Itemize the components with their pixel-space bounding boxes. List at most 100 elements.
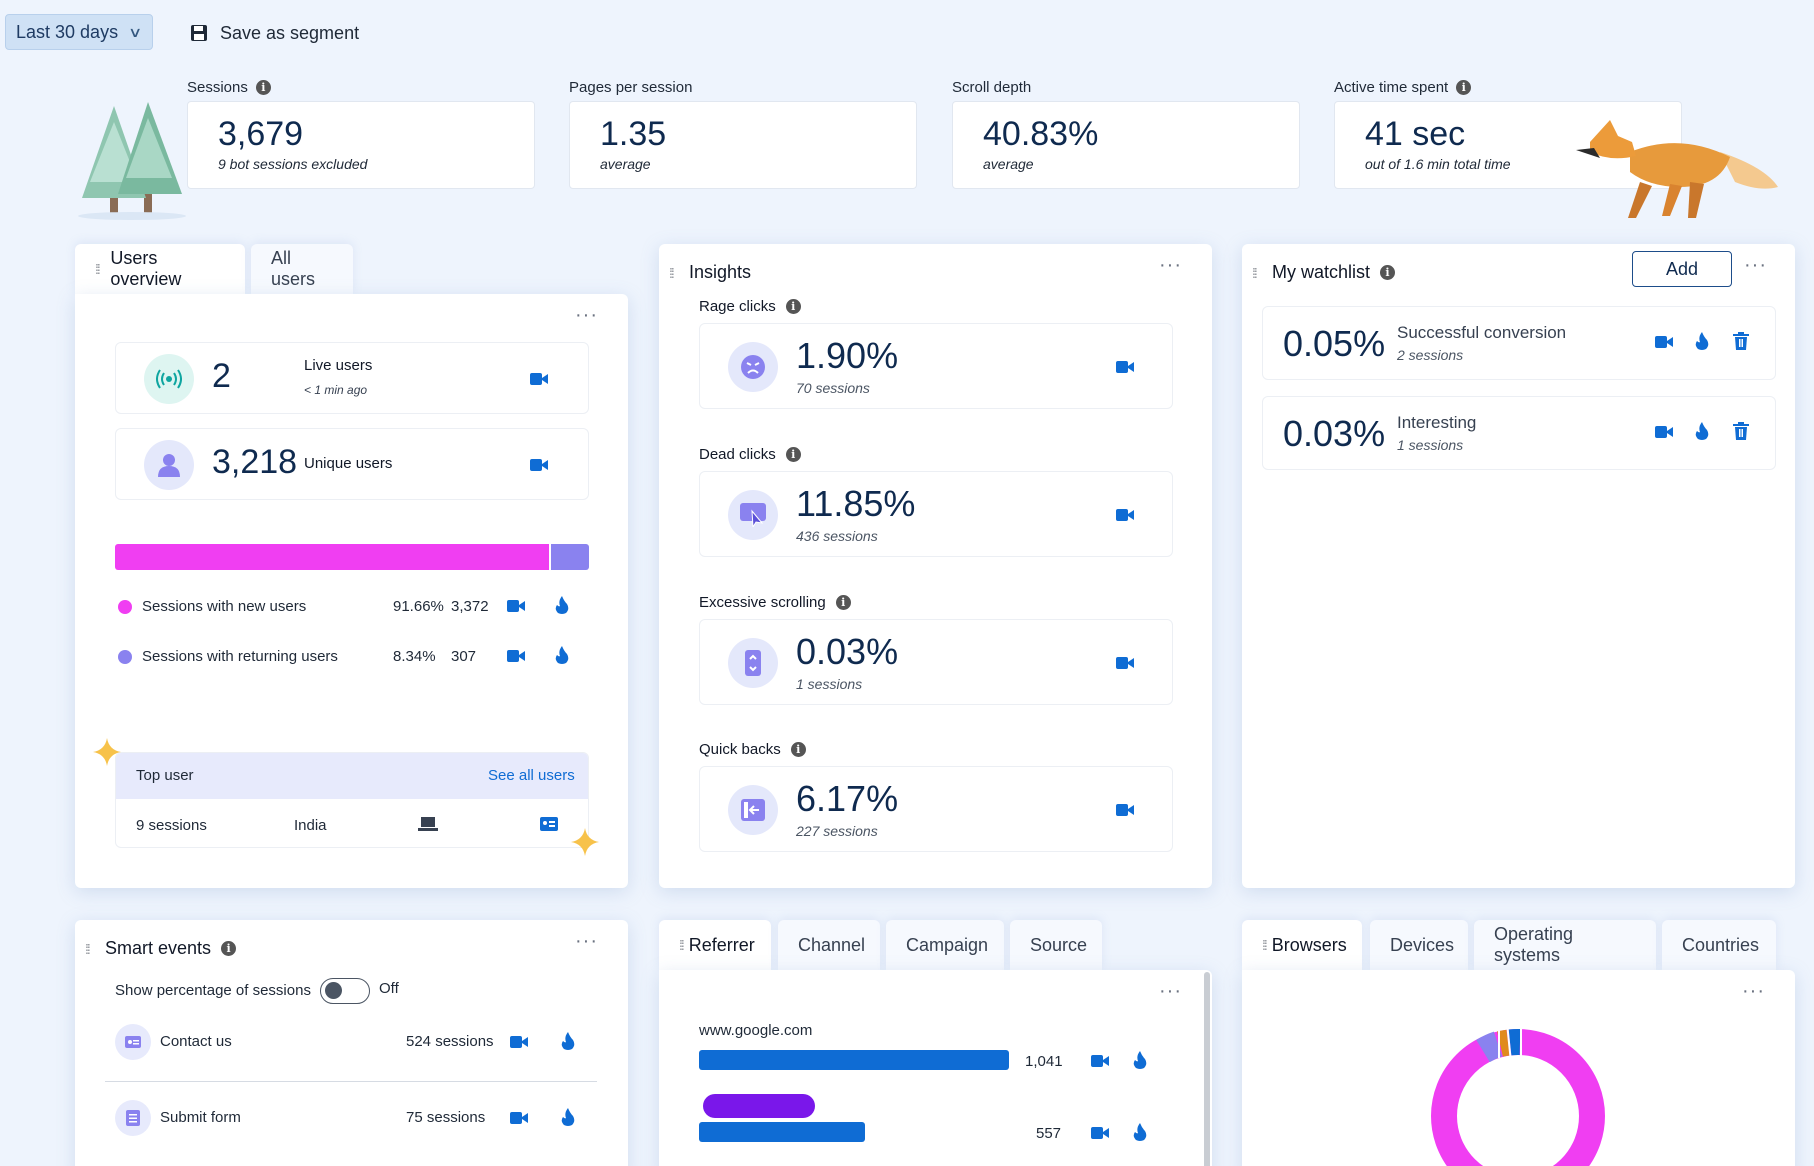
insight-card[interactable]: 0.03% 1 sessions — [699, 619, 1173, 705]
info-icon[interactable]: i — [255, 80, 271, 95]
see-all-users-link[interactable]: See all users — [488, 767, 575, 784]
add-watchlist-button[interactable]: Add — [1632, 251, 1732, 287]
unique-users-label: Unique users — [304, 455, 393, 472]
heatmap-icon[interactable] — [1695, 422, 1709, 440]
drag-handle-icon[interactable]: ⁞⁞ — [95, 261, 101, 277]
percentage-toggle[interactable] — [320, 978, 370, 1004]
tab-channel[interactable]: Channel — [778, 920, 880, 970]
drag-handle-icon[interactable]: ⁞⁞ — [679, 937, 685, 953]
watchlist-value: 0.05% — [1283, 323, 1386, 364]
more-options-icon[interactable]: ··· — [575, 304, 598, 326]
id-card-icon[interactable] — [540, 817, 558, 831]
referrer-count: 557 — [1036, 1125, 1062, 1142]
referrer-row[interactable]: 557 — [699, 1092, 1179, 1152]
dead-click-icon — [728, 490, 778, 540]
info-icon[interactable]: i — [835, 595, 851, 610]
recordings-icon[interactable] — [510, 1035, 528, 1049]
recordings-icon[interactable] — [1655, 425, 1673, 439]
heatmap-icon[interactable] — [1695, 332, 1709, 350]
insight-card[interactable]: 11.85% 436 sessions — [699, 471, 1173, 557]
heatmap-icon[interactable] — [1133, 1123, 1147, 1141]
drag-handle-icon[interactable]: ⁞⁞ — [1262, 937, 1268, 953]
info-icon[interactable]: i — [785, 299, 801, 314]
watchlist-item[interactable]: 0.03% Interesting 1 sessions — [1262, 396, 1776, 470]
scrollbar[interactable] — [1204, 972, 1210, 1166]
legend-dot — [118, 600, 132, 614]
recordings-icon[interactable] — [1116, 803, 1134, 817]
drag-handle-icon[interactable]: ⁞⁞ — [669, 264, 675, 281]
tab-browsers[interactable]: ⁞⁞ Browsers — [1242, 920, 1362, 970]
more-options-icon[interactable]: ··· — [1744, 254, 1767, 276]
info-icon[interactable]: i — [221, 941, 237, 956]
date-range-dropdown[interactable]: Last 30 days ∨ — [5, 14, 153, 50]
angry-face-icon — [728, 342, 778, 392]
delete-icon[interactable] — [1733, 332, 1749, 350]
tab-label: Users overview — [110, 248, 182, 289]
recordings-icon[interactable] — [507, 599, 525, 613]
tab-referrer[interactable]: ⁞⁞ Referrer — [659, 920, 771, 970]
row-label: Sessions with new users — [142, 598, 307, 615]
insight-card[interactable]: 1.90% 70 sessions — [699, 323, 1173, 409]
top-user-sessions: 9 sessions — [136, 817, 207, 834]
tab-source[interactable]: Source — [1010, 920, 1102, 970]
heatmap-icon[interactable] — [555, 596, 569, 614]
tab-devices[interactable]: Devices — [1370, 920, 1468, 970]
heatmap-icon[interactable] — [555, 646, 569, 664]
list-item[interactable]: Submit form 75 sessions — [115, 1100, 595, 1136]
recordings-icon[interactable] — [530, 458, 548, 472]
recordings-icon[interactable] — [530, 372, 548, 386]
referrer-bar — [699, 1122, 865, 1142]
watchlist-value: 0.03% — [1283, 413, 1386, 454]
recordings-icon[interactable] — [1116, 656, 1134, 670]
watchlist-item[interactable]: 0.05% Successful conversion 2 sessions — [1262, 306, 1776, 380]
event-name: Submit form — [160, 1109, 241, 1126]
row-pct: 91.66% — [393, 598, 444, 615]
recordings-icon[interactable] — [510, 1111, 528, 1125]
insight-sub: 227 sessions — [796, 823, 878, 839]
tab-operating-systems[interactable]: Operating systems — [1474, 920, 1656, 970]
drag-handle-icon[interactable]: ⁞⁞ — [1252, 264, 1258, 281]
info-icon[interactable]: i — [1456, 80, 1472, 95]
insight-card[interactable]: 6.17% 227 sessions — [699, 766, 1173, 852]
insight-value: 11.85% — [796, 483, 916, 524]
top-user-title: Top user — [136, 767, 194, 784]
recordings-icon[interactable] — [507, 649, 525, 663]
form-icon — [115, 1100, 151, 1136]
save-segment-button[interactable]: Save as segment — [190, 18, 359, 48]
recordings-icon[interactable] — [1091, 1126, 1109, 1140]
list-item: Sessions with returning users 8.34% 307 — [115, 646, 595, 670]
delete-icon[interactable] — [1733, 422, 1749, 440]
more-options-icon[interactable]: ··· — [575, 930, 598, 952]
drag-handle-icon[interactable]: ⁞⁞ — [85, 940, 91, 957]
recordings-icon[interactable] — [1655, 335, 1673, 349]
info-icon[interactable]: i — [790, 742, 806, 757]
live-users-card: 2 Live users < 1 min ago — [115, 342, 589, 414]
tab-countries[interactable]: Countries — [1662, 920, 1776, 970]
tab-campaign[interactable]: Campaign — [886, 920, 1004, 970]
list-item[interactable]: Contact us 524 sessions — [115, 1024, 595, 1060]
more-options-icon[interactable]: ··· — [1159, 254, 1182, 276]
row-count: 307 — [451, 648, 477, 665]
more-options-icon[interactable]: ··· — [1159, 980, 1182, 1002]
recordings-icon[interactable] — [1116, 508, 1134, 522]
recordings-icon[interactable] — [1116, 360, 1134, 374]
event-count: 524 sessions — [406, 1033, 494, 1050]
heatmap-icon[interactable] — [561, 1108, 575, 1126]
heatmap-icon[interactable] — [561, 1032, 575, 1050]
save-segment-label: Save as segment — [220, 22, 360, 43]
recordings-icon[interactable] — [1091, 1054, 1109, 1068]
smart-events-panel: ⁞⁞ Smart events i ··· Show percentage of… — [75, 920, 628, 1166]
kpi-value: 3,679 — [218, 115, 304, 153]
insight-sub: 70 sessions — [796, 380, 870, 396]
kpi-sub: 9 bot sessions excluded — [218, 156, 368, 172]
info-icon[interactable]: i — [1380, 265, 1396, 280]
heatmap-icon[interactable] — [1133, 1051, 1147, 1069]
more-options-icon[interactable]: ··· — [1742, 980, 1765, 1002]
kpi-scroll-depth: Scroll depth 40.83% average — [952, 79, 1300, 189]
kpi-label: Pages per session — [569, 79, 693, 96]
laptop-icon — [418, 817, 438, 831]
info-icon[interactable]: i — [785, 447, 801, 462]
tab-users-overview[interactable]: ⁞⁞ Users overview — [75, 244, 245, 294]
referrer-row[interactable]: www.google.com 1,041 — [699, 1022, 1179, 1072]
tab-all-users[interactable]: All users — [251, 244, 353, 294]
